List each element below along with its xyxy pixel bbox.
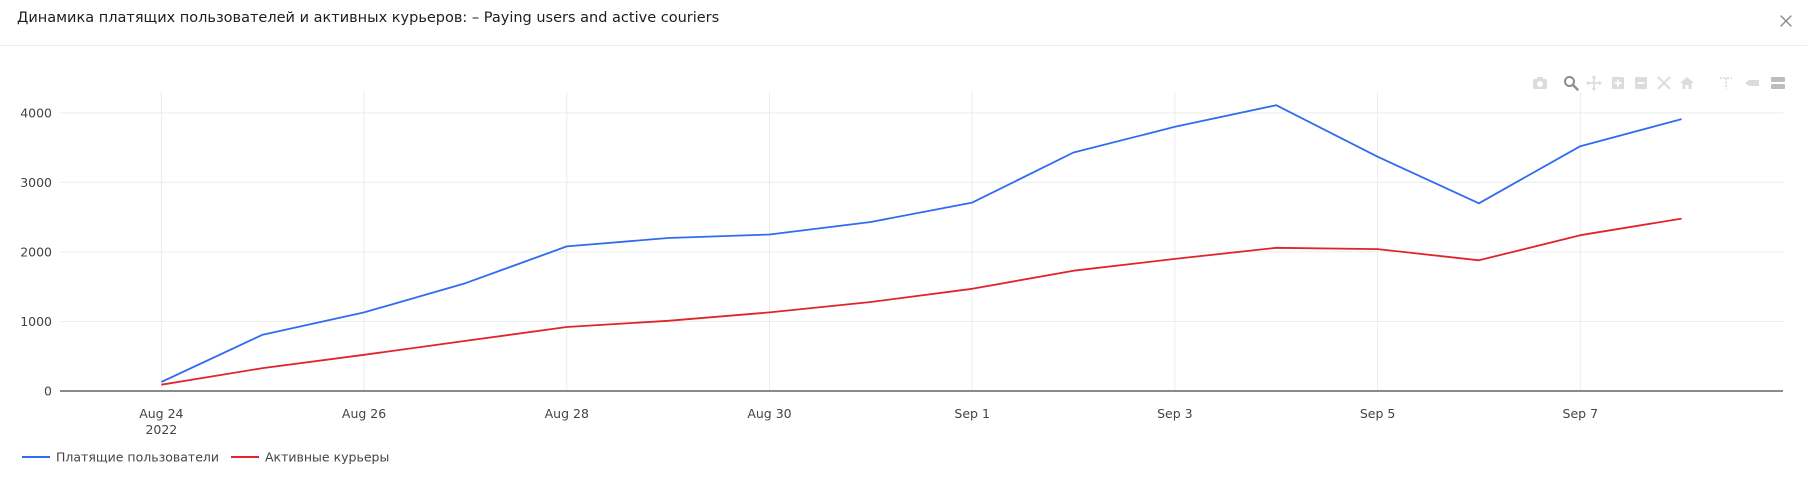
series-line-2 <box>161 217 1682 386</box>
x-tick-label: Sep 5 <box>1360 406 1396 421</box>
y-tick-label: 1000 <box>20 314 52 329</box>
x-tick-label: Sep 3 <box>1157 406 1193 421</box>
hover-closest-icon[interactable] <box>1743 74 1761 92</box>
chart-header: Динамика платящих пользователей и активн… <box>0 0 1807 46</box>
x-tick-label: Sep 1 <box>954 406 990 421</box>
x-axis-year-label: 2022 <box>145 422 177 437</box>
x-gridlines <box>160 92 1581 391</box>
x-axis-tick-labels: Aug 24 Aug 26 Aug 28 Aug 30 Sep 1 Sep 3 Sep 5 S… <box>139 406 1598 421</box>
x-tick-label: Aug 30 <box>747 406 791 421</box>
chart-modebar <box>1525 74 1795 92</box>
zoom-in-icon[interactable] <box>1609 74 1627 92</box>
x-tick-label: Aug 26 <box>342 406 386 421</box>
close-icon[interactable] <box>1775 10 1797 32</box>
y-axis-tick-labels: 0 1000 2000 3000 4000 <box>20 105 52 398</box>
y-gridlines <box>60 112 1783 322</box>
camera-icon[interactable] <box>1531 74 1549 92</box>
zoom-icon[interactable] <box>1562 74 1580 92</box>
hover-compare-icon[interactable] <box>1769 74 1787 92</box>
series-lines <box>161 104 1682 386</box>
x-tick-label: Sep 7 <box>1563 406 1599 421</box>
spike-lines-icon[interactable] <box>1717 74 1735 92</box>
y-tick-label: 4000 <box>20 105 52 120</box>
legend-label-2: Активные курьеры <box>265 450 389 465</box>
legend: Платящие пользователи Активные курьеры <box>22 450 389 465</box>
zoom-out-icon[interactable] <box>1632 74 1650 92</box>
legend-label-1: Платящие пользователи <box>56 450 219 465</box>
pan-icon[interactable] <box>1585 74 1603 92</box>
series-line-1 <box>161 104 1682 383</box>
chart-title: Динамика платящих пользователей и активн… <box>17 10 720 26</box>
x-tick-label: Aug 28 <box>545 406 589 421</box>
autoscale-icon[interactable] <box>1655 74 1673 92</box>
home-icon[interactable] <box>1678 74 1696 92</box>
y-tick-label: 0 <box>44 384 52 399</box>
y-tick-label: 2000 <box>20 244 52 259</box>
x-tick-label: Aug 24 <box>139 406 183 421</box>
y-tick-label: 3000 <box>20 175 52 190</box>
